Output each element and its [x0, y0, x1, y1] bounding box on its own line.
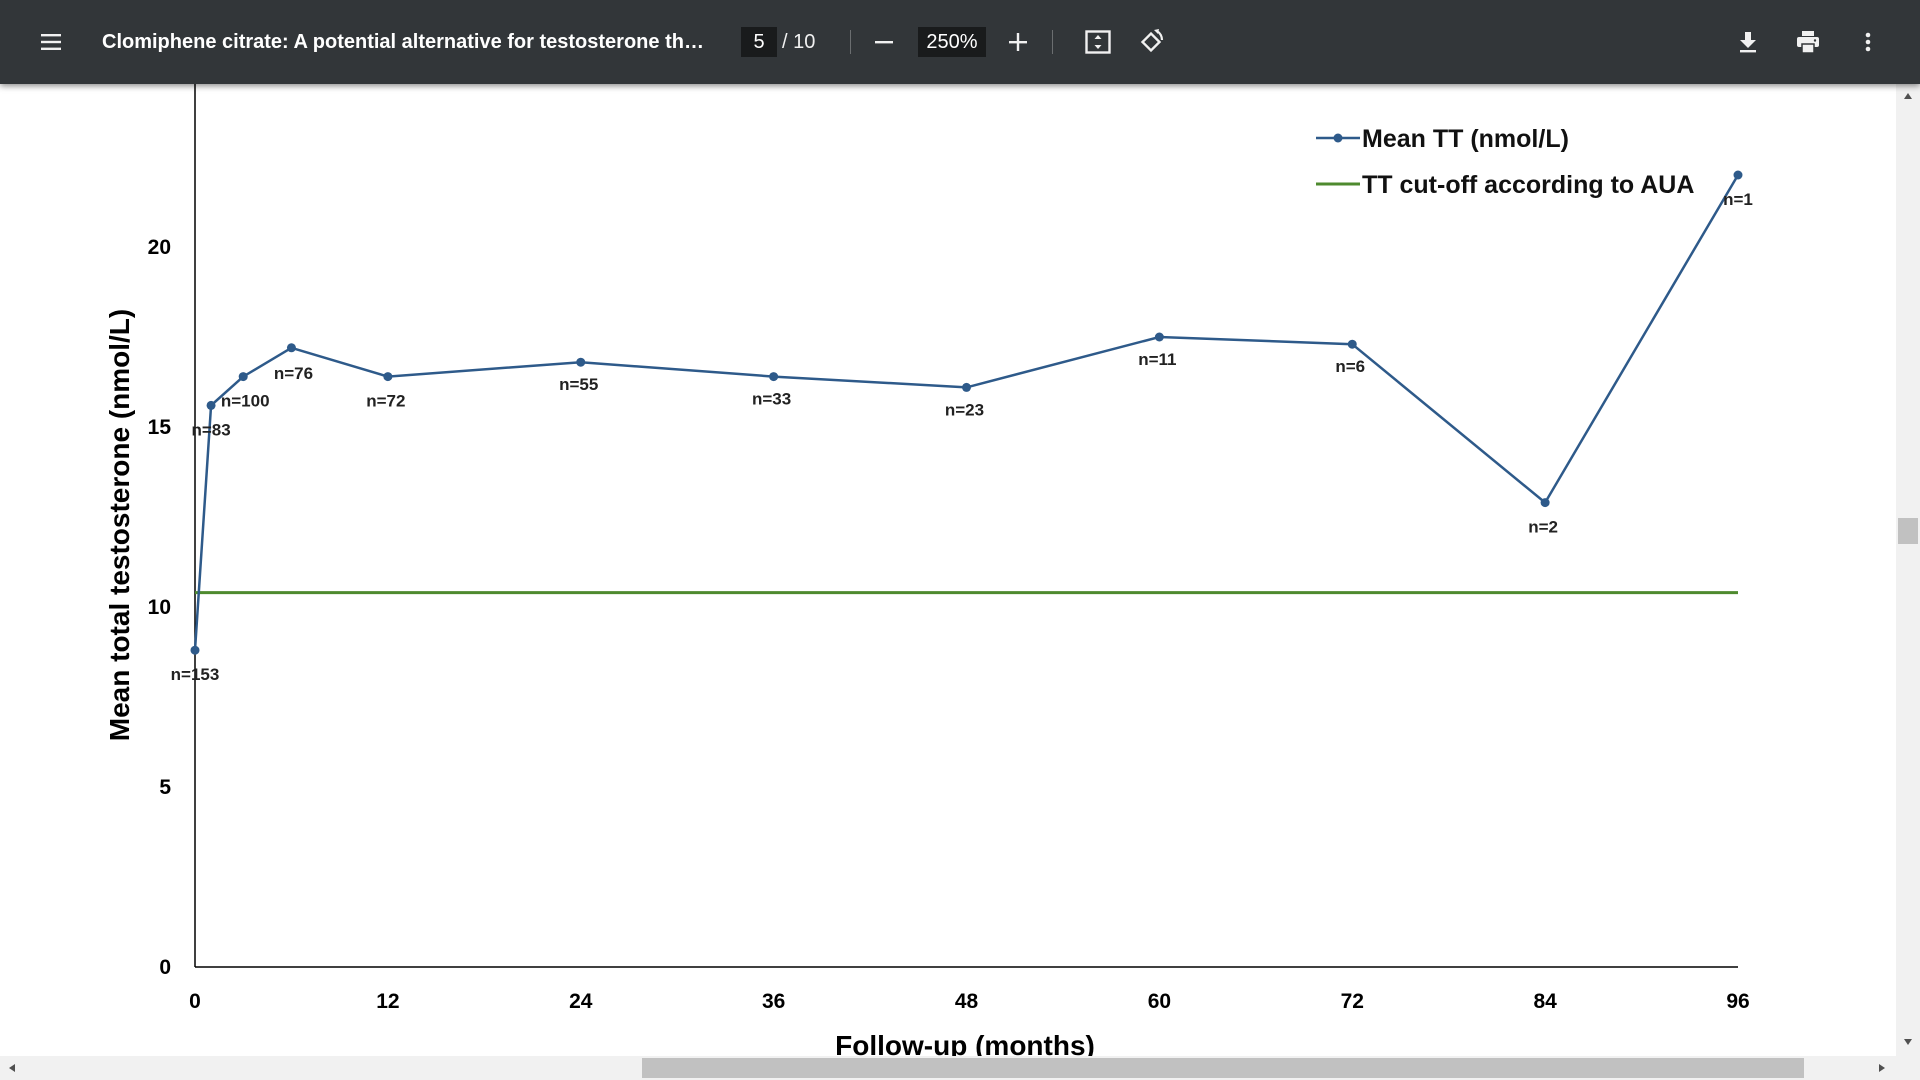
plus-icon[interactable]	[996, 20, 1040, 64]
data-point	[962, 382, 971, 392]
page-number-input[interactable]: 5	[741, 27, 777, 57]
data-point	[383, 372, 393, 382]
x-tick-label: 12	[376, 990, 399, 1013]
vertical-scrollbar[interactable]	[1896, 84, 1920, 1056]
data-point	[206, 400, 216, 410]
horizontal-scrollbar-thumb[interactable]	[642, 1058, 1804, 1078]
point-n-label: n=83	[191, 420, 230, 439]
mean-tt-line	[193, 174, 1740, 651]
page-total: / 10	[782, 31, 816, 53]
document-title: Clomiphene citrate: A potential alternat…	[102, 31, 712, 53]
point-n-label: n=55	[559, 375, 598, 394]
scroll-down-arrow-icon[interactable]	[1900, 1034, 1916, 1050]
data-point	[1154, 332, 1164, 342]
data-point	[238, 372, 248, 382]
y-axis-title: Mean total testosterone (nmol/L)	[104, 309, 135, 741]
point-n-label: n=2	[1528, 518, 1558, 537]
download-icon[interactable]	[1726, 20, 1770, 64]
x-tick-label: 96	[1726, 990, 1749, 1013]
point-n-label: n=23	[945, 400, 984, 419]
toolbar-divider	[850, 30, 851, 54]
scroll-up-arrow-icon[interactable]	[1900, 88, 1916, 104]
y-tick-label: 15	[148, 416, 172, 439]
pdf-viewer-page: 0 5 10 15 20 0 12 24 36 48 60 72 84 96 Follow-up (mont…	[0, 84, 1896, 1056]
y-tick-label: 5	[159, 776, 171, 799]
y-tick-label: 20	[148, 236, 171, 259]
rotate-icon[interactable]	[1129, 20, 1173, 64]
scroll-right-arrow-icon[interactable]	[1874, 1060, 1890, 1076]
y-tick-label: 0	[159, 956, 171, 979]
point-n-label: n=1	[1723, 190, 1753, 209]
data-point	[190, 645, 200, 655]
scrollbar-corner	[1896, 1056, 1920, 1080]
point-n-label: n=33	[752, 390, 791, 409]
legend-cutoff-label: TT cut-off according to AUA	[1362, 171, 1694, 199]
data-point	[286, 343, 296, 353]
point-n-label: n=6	[1335, 357, 1365, 376]
menu-icon[interactable]	[29, 20, 73, 64]
point-n-label: n=72	[366, 392, 405, 411]
data-point	[576, 357, 586, 367]
data-point	[1733, 170, 1743, 180]
data-point	[769, 372, 779, 382]
scroll-left-arrow-icon[interactable]	[4, 1060, 20, 1076]
x-tick-label: 24	[569, 990, 593, 1013]
minus-icon[interactable]	[862, 20, 906, 64]
data-point	[1347, 339, 1357, 349]
x-tick-label: 48	[955, 990, 979, 1013]
print-icon[interactable]	[1786, 20, 1830, 64]
pdf-toolbar: Clomiphene citrate: A potential alternat…	[0, 0, 1920, 84]
point-n-label: n=76	[274, 364, 313, 383]
zoom-level-input[interactable]: 250%	[918, 27, 986, 57]
y-tick-label: 10	[148, 596, 171, 619]
data-point	[1540, 498, 1550, 508]
x-tick-label: 84	[1533, 990, 1557, 1013]
point-n-label: n=11	[1138, 350, 1176, 369]
fit-page-icon[interactable]	[1076, 20, 1120, 64]
testosterone-chart: 0 5 10 15 20 0 12 24 36 48 60 72 84 96 Follow-up (mont…	[104, 84, 1753, 1056]
point-n-label: n=100	[221, 392, 270, 411]
x-axis-title: Follow-up (months)	[835, 1030, 1095, 1056]
toolbar-divider	[1052, 30, 1053, 54]
more-vert-icon[interactable]	[1846, 20, 1890, 64]
vertical-scrollbar-thumb[interactable]	[1898, 518, 1918, 544]
x-tick-label: 0	[189, 990, 201, 1013]
legend-mean-marker	[1333, 133, 1343, 143]
x-tick-label: 60	[1148, 990, 1171, 1013]
x-tick-label: 72	[1341, 990, 1364, 1013]
x-tick-label: 36	[762, 990, 785, 1013]
point-n-label: n=153	[171, 665, 220, 684]
legend-mean-label: Mean TT (nmol/L)	[1362, 125, 1569, 153]
